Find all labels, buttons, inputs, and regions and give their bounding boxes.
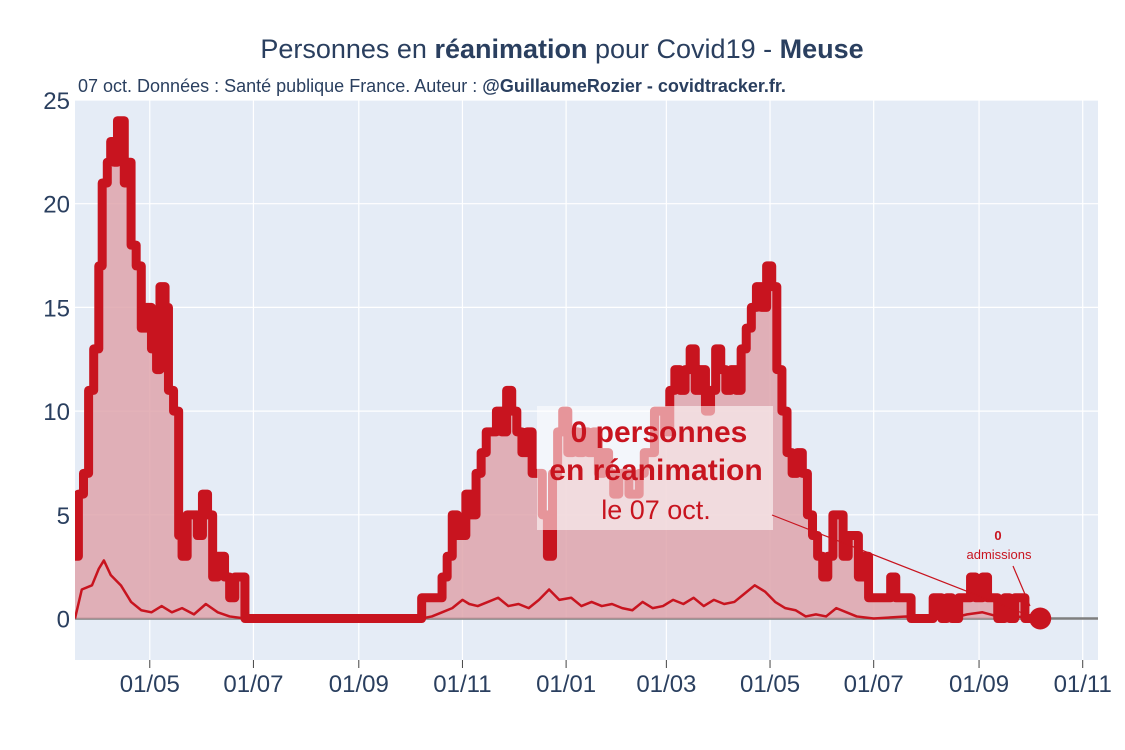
- annotation-arrow: [771, 514, 1031, 617]
- last-value-marker: [1029, 607, 1052, 630]
- y-tick-label: 10: [43, 399, 70, 426]
- title-bold-part: @GuillaumeRozier - covidtracker.fr.: [482, 76, 786, 96]
- x-axis: 01/05 01/07 01/09 01/11 01/01 01/03 01/05 01/07…: [120, 660, 1112, 698]
- x-tick-label: 01/03: [636, 671, 696, 698]
- annotation-admissions: 0 admissions: [966, 528, 1032, 607]
- title-part: Personnes en: [260, 34, 434, 64]
- x-tick-label: 01/11: [1054, 671, 1112, 698]
- y-tick-label: 15: [43, 295, 70, 322]
- chart-title: Personnes en réanimation pour Covid19 - …: [260, 34, 863, 64]
- annotation-box: [537, 406, 773, 530]
- y-tick-label: 5: [57, 503, 70, 530]
- annotation-main: 0 personnes en réanimation le 07 oct.: [537, 406, 1031, 617]
- y-tick-label: 20: [43, 192, 70, 219]
- x-tick-label: 01/01: [536, 671, 596, 698]
- y-tick-label: 25: [43, 88, 70, 115]
- title-bold-part: Meuse: [780, 34, 864, 64]
- y-axis: 0 5 10 15 20 25: [43, 88, 70, 634]
- y-tick-label: 0: [57, 607, 70, 634]
- annotation-date: le 07 oct.: [601, 495, 711, 525]
- title-part: 07 oct. Données : Santé publique France.…: [78, 76, 482, 96]
- title-bold-part: réanimation: [434, 34, 587, 64]
- x-tick-label: 01/07: [844, 671, 904, 698]
- x-tick-label: 01/09: [949, 671, 1009, 698]
- icu-area: [75, 120, 1041, 619]
- x-tick-label: 01/05: [740, 671, 800, 698]
- title-part: pour Covid19 -: [588, 34, 780, 64]
- admissions-label: admissions: [966, 547, 1032, 562]
- x-tick-label: 01/11: [433, 671, 491, 698]
- annotation-label: en réanimation: [549, 454, 762, 487]
- annotation-value: 0 personnes: [571, 416, 748, 449]
- x-tick-label: 01/07: [223, 671, 283, 698]
- admissions-line: [75, 559, 1041, 620]
- x-tick-label: 01/05: [120, 671, 180, 698]
- admissions-arrow: [1012, 565, 1031, 607]
- x-tick-label: 01/09: [329, 671, 389, 698]
- chart-subtitle: 07 oct. Données : Santé publique France.…: [78, 76, 786, 96]
- admissions-value: 0: [994, 528, 1001, 543]
